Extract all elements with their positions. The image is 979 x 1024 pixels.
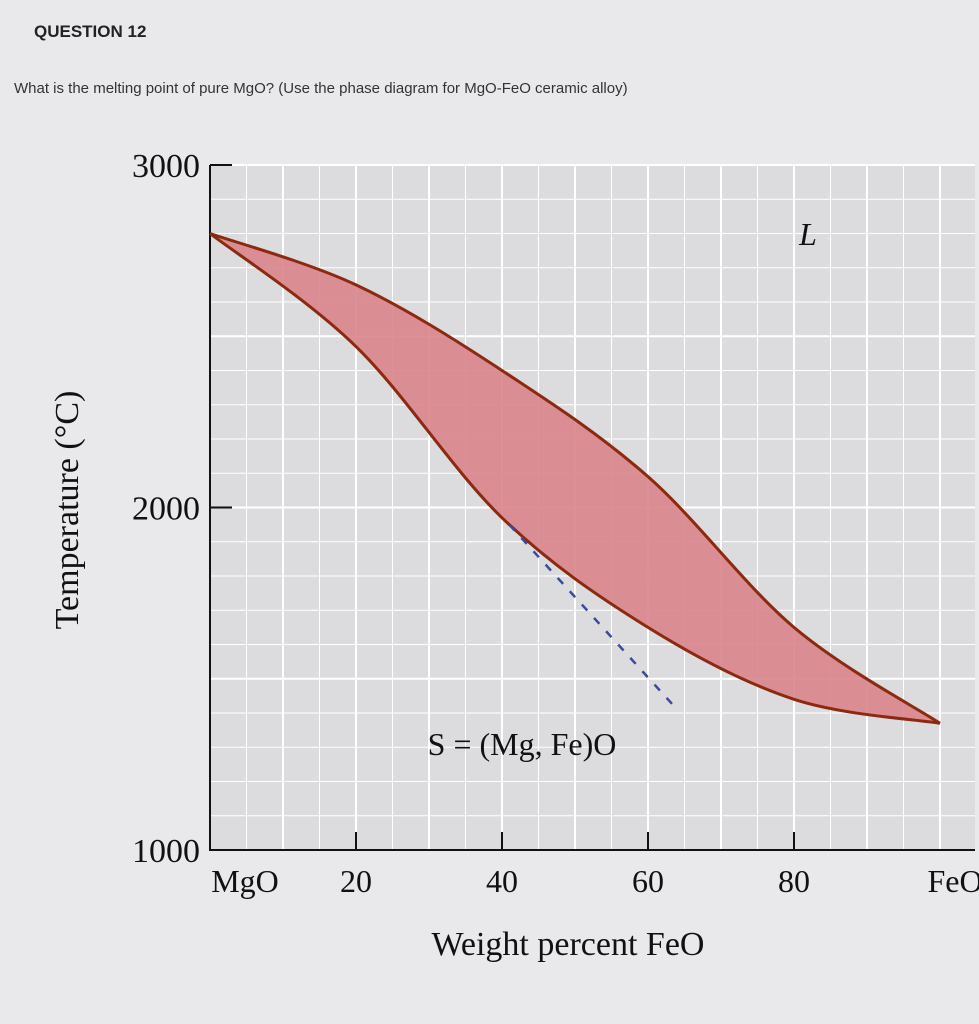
y-axis-label: Temperature (°C) <box>49 391 86 630</box>
marks <box>209 232 941 725</box>
question-title: QUESTION 12 <box>34 22 147 41</box>
x-tick-label: 40 <box>486 863 518 899</box>
x-tick-label: FeO <box>927 863 979 899</box>
x-tick-label: 80 <box>778 863 810 899</box>
dashed-line <box>508 523 679 711</box>
annotation-liquid: L <box>798 216 817 252</box>
x-axis-label: Weight percent FeO <box>432 926 705 963</box>
ticks: MgO 20 40 60 80 FeO 1000 2000 3000 <box>132 148 979 899</box>
x-tick-label: 60 <box>632 863 664 899</box>
x-tick-label: 20 <box>340 863 372 899</box>
solidus-line <box>209 232 941 725</box>
grid <box>209 164 975 851</box>
two-phase-region <box>210 233 940 724</box>
question-text: What is the melting point of pure MgO? (… <box>14 80 628 97</box>
liquidus-line <box>209 232 941 725</box>
annotation-solid: S = (Mg, Fe)O <box>428 726 617 762</box>
y-tick-label: 2000 <box>132 491 200 528</box>
y-tick-label: 1000 <box>132 833 200 870</box>
x-tick-label: MgO <box>211 863 279 899</box>
y-tick-label: 3000 <box>132 148 200 185</box>
